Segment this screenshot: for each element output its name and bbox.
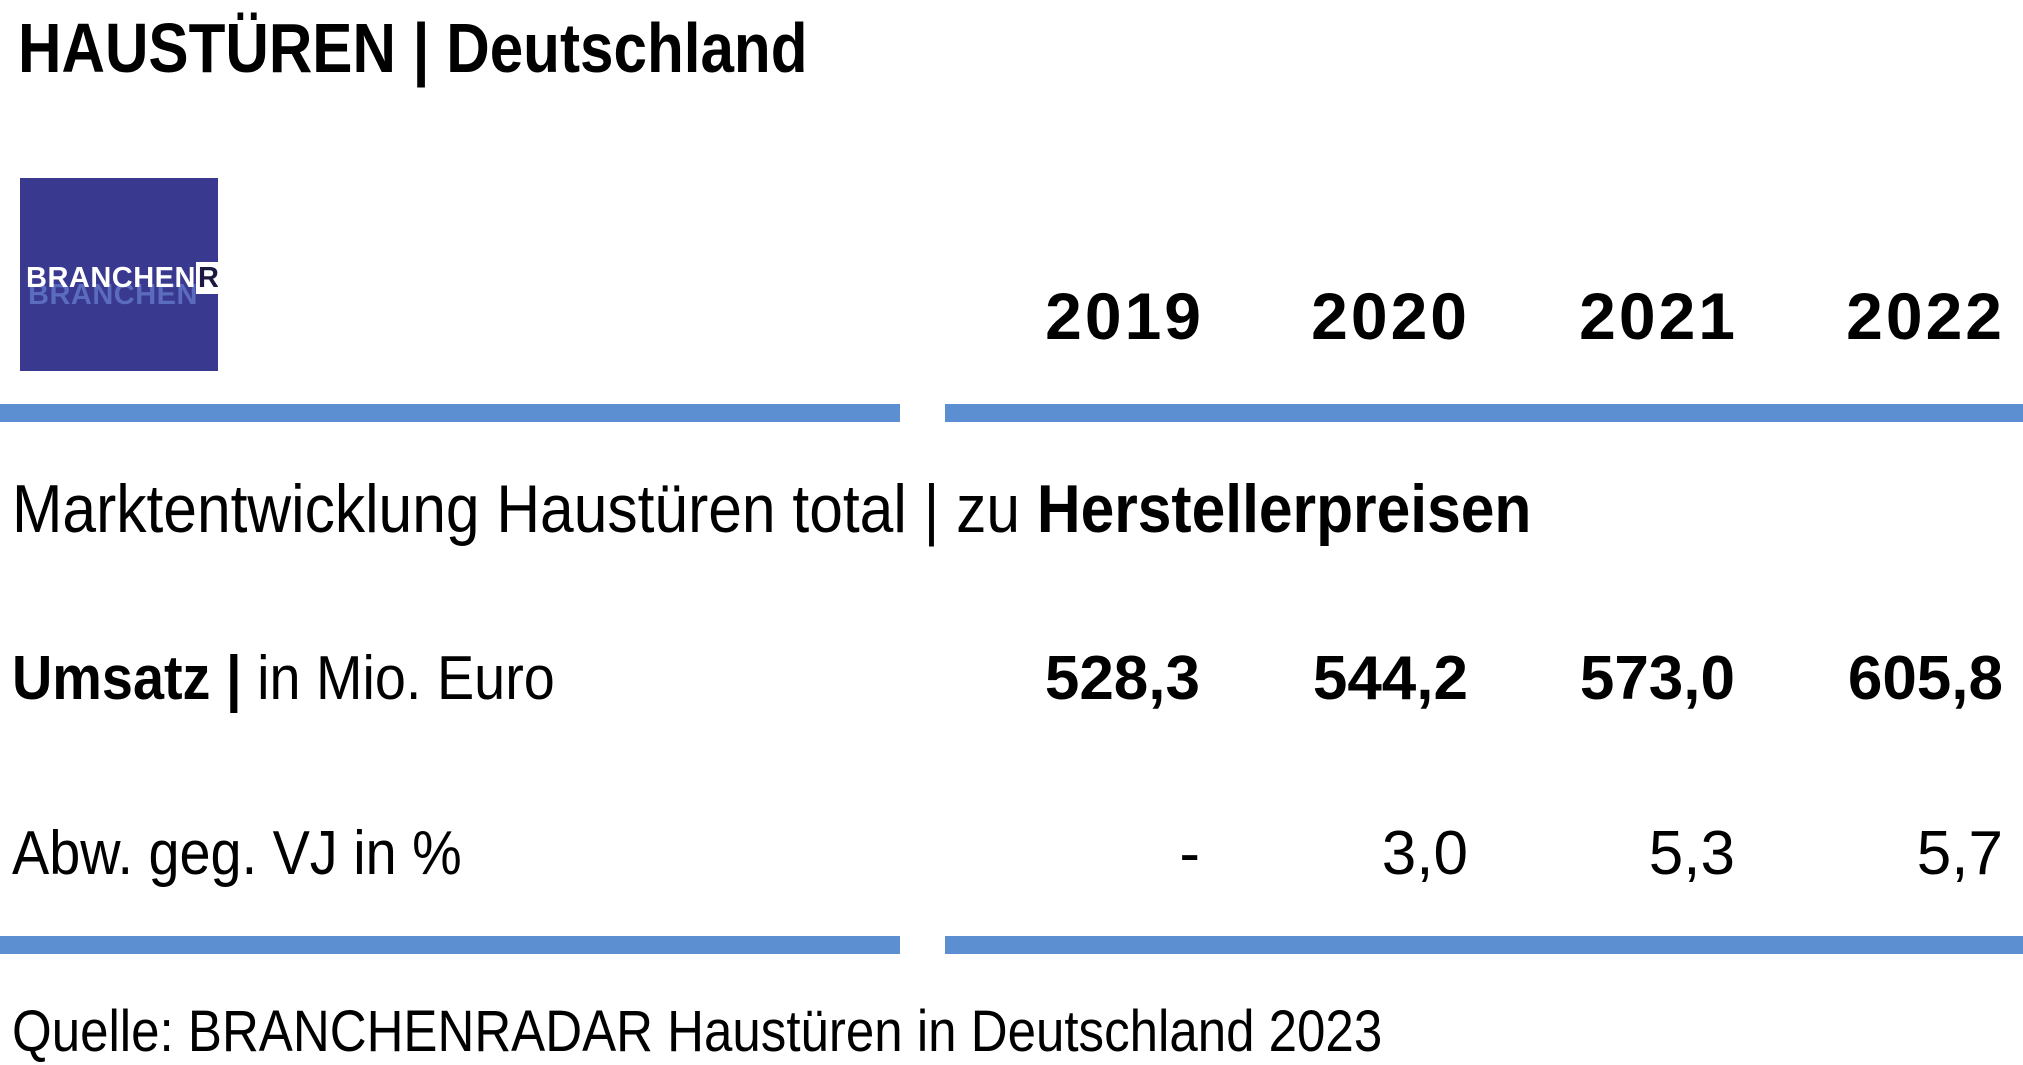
column-header-2022: 2022 — [1846, 279, 2005, 353]
row-label-abweichung: Abw. geg. VJ in % — [12, 819, 462, 888]
footer-rule-right — [945, 936, 2023, 954]
logo-wordmark: BRANCHENRADAR — [26, 262, 218, 295]
subtitle-bold: Herstellerpreisen — [1036, 471, 1532, 547]
value-umsatz-2022: 605,8 — [1847, 644, 2003, 713]
logo-part2: RADAR — [195, 262, 218, 294]
value-umsatz-2021: 573,0 — [1579, 644, 1735, 713]
source-note: Quelle: BRANCHENRADAR Haustüren in Deuts… — [12, 999, 1383, 1064]
column-header-2019: 2019 — [1045, 279, 1204, 353]
logo-shadow: BRANCHEN — [28, 279, 198, 311]
subtitle-regular: Marktentwicklung Haustüren total | zu — [12, 471, 1037, 547]
table-subtitle: Marktentwicklung Haustüren total | zu He… — [12, 470, 1531, 548]
page-title: HAUSTÜREN | Deutschland — [18, 9, 808, 87]
header-rule-left — [0, 404, 900, 422]
branchenradar-logo: BRANCHEN BRANCHENRADAR — [20, 178, 218, 371]
logo-part1: BRANCHEN — [26, 262, 196, 294]
value-umsatz-2020: 544,2 — [1312, 644, 1468, 713]
value-abweichung-2022: 5,7 — [1916, 819, 2003, 888]
footer-rule-left — [0, 936, 900, 954]
value-abweichung-2021: 5,3 — [1648, 819, 1735, 888]
column-header-2020: 2020 — [1311, 279, 1470, 353]
value-abweichung-2020: 3,0 — [1381, 819, 1468, 888]
row-label-umsatz-unit: in Mio. Euro — [241, 644, 555, 713]
row-label-umsatz-bold: Umsatz | — [12, 644, 242, 713]
value-umsatz-2019: 528,3 — [1044, 644, 1200, 713]
value-abweichung-2019: - — [1179, 819, 1200, 888]
header-rule-right — [945, 404, 2023, 422]
row-label-umsatz: Umsatz | in Mio. Euro — [12, 643, 555, 714]
column-header-2021: 2021 — [1579, 279, 1738, 353]
